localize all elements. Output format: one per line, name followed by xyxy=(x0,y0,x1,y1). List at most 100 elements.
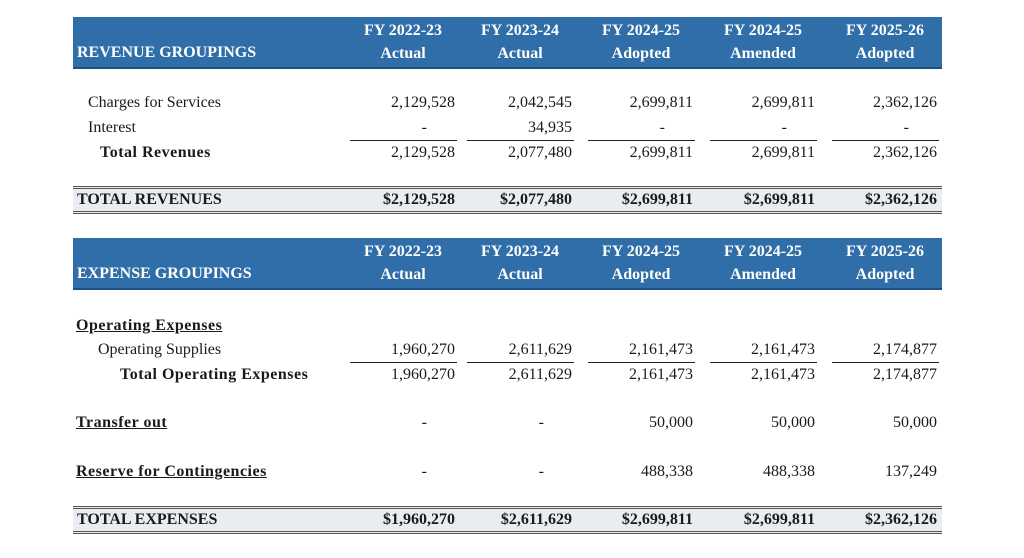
cell-value: 2,161,473 xyxy=(751,366,815,383)
cell-value: 2,161,473 xyxy=(751,341,815,358)
expense-grand-total: TOTAL EXPENSES $1,960,270 $2,611,629 $2,699… xyxy=(73,506,942,534)
cell-value: - xyxy=(538,463,544,480)
column-type: Adopted xyxy=(855,45,915,62)
cell-value: 34,935 xyxy=(528,119,572,136)
cell-value: - xyxy=(421,414,427,431)
column-type: Adopted xyxy=(855,266,915,283)
table-row: Transfer out - - 50,000 50,000 50,000 xyxy=(73,412,942,434)
grand-total-value: $1,960,270 xyxy=(383,511,455,528)
cell-value: - xyxy=(781,119,787,136)
total-underline xyxy=(710,362,817,363)
cell-value: - xyxy=(421,119,427,136)
column-year: FY 2022-23 xyxy=(363,243,443,260)
column-year: FY 2024-25 xyxy=(723,22,803,39)
column-year: FY 2024-25 xyxy=(723,243,803,260)
revenue-header: REVENUE GROUPINGS FY 2022-23 Actual FY 2023… xyxy=(73,17,942,69)
total-underline xyxy=(588,362,695,363)
column-type: Actual xyxy=(380,45,426,62)
table-row: Operating Expenses xyxy=(73,315,942,337)
cell-value: 2,699,811 xyxy=(629,144,693,161)
table-row: Total Revenues 2,129,528 2,077,480 2,699,81… xyxy=(73,142,942,164)
revenue-title: REVENUE GROUPINGS xyxy=(77,44,257,61)
cell-value: 2,174,877 xyxy=(873,366,937,383)
cell-value: 50,000 xyxy=(893,414,937,431)
cell-value: 2,161,473 xyxy=(629,341,693,358)
cell-value: 488,338 xyxy=(763,463,815,480)
cell-value: - xyxy=(538,414,544,431)
grand-total-value: $2,699,811 xyxy=(621,191,693,208)
column-header: FY 2022-23 Actual xyxy=(343,240,463,286)
total-underline xyxy=(710,140,817,141)
cell-value: 2,161,473 xyxy=(629,366,693,383)
total-underline xyxy=(588,140,695,141)
grand-total-value: $2,129,528 xyxy=(383,191,455,208)
column-header: FY 2023-24 Actual xyxy=(460,240,580,286)
cell-value: 50,000 xyxy=(771,414,815,431)
table-row: Total Operating Expenses 1,960,270 2,611,6… xyxy=(73,364,942,386)
row-label: Transfer out xyxy=(76,414,168,431)
row-label: Total Revenues xyxy=(100,144,211,161)
column-year: FY 2022-23 xyxy=(363,22,443,39)
table-row: Reserve for Contingencies - - 488,338 488,33… xyxy=(73,461,942,483)
grand-total-value: $2,362,126 xyxy=(865,511,937,528)
cell-value: 2,611,629 xyxy=(508,366,572,383)
row-label: Operating Supplies xyxy=(98,341,222,358)
column-type: Actual xyxy=(380,266,426,283)
column-header: FY 2024-25 Adopted xyxy=(581,19,701,65)
cell-value: - xyxy=(903,119,909,136)
column-type: Amended xyxy=(730,266,796,283)
column-year: FY 2023-24 xyxy=(480,243,560,260)
total-underline xyxy=(467,140,574,141)
cell-value: 2,699,811 xyxy=(629,94,693,111)
column-year: FY 2024-25 xyxy=(601,243,681,260)
cell-value: 137,249 xyxy=(885,463,937,480)
cell-value: 2,699,811 xyxy=(751,144,815,161)
cell-value: 2,129,528 xyxy=(391,94,455,111)
row-label: Total Operating Expenses xyxy=(120,366,309,383)
column-header: FY 2023-24 Actual xyxy=(460,19,580,65)
cell-value: - xyxy=(659,119,665,136)
column-type: Actual xyxy=(497,266,543,283)
column-year: FY 2025-26 xyxy=(845,243,925,260)
table-row: Operating Supplies 1,960,270 2,611,629 2,16… xyxy=(73,339,942,361)
expense-header: EXPENSE GROUPINGS FY 2022-23 Actual FY 2023… xyxy=(73,238,942,290)
grand-total-value: $2,699,811 xyxy=(621,511,693,528)
grand-total-label: TOTAL REVENUES xyxy=(77,191,222,208)
cell-value: 2,077,480 xyxy=(508,144,572,161)
cell-value: 2,129,528 xyxy=(391,144,455,161)
row-label: Reserve for Contingencies xyxy=(76,463,267,480)
revenue-grand-total: TOTAL REVENUES $2,129,528 $2,077,480 $2,699… xyxy=(73,186,942,214)
column-header: FY 2024-25 Adopted xyxy=(581,240,701,286)
column-type: Actual xyxy=(497,45,543,62)
cell-value: 2,362,126 xyxy=(873,144,937,161)
grand-total-value: $2,362,126 xyxy=(865,191,937,208)
grand-total-value: $2,611,629 xyxy=(500,511,572,528)
cell-value: 1,960,270 xyxy=(391,341,455,358)
expense-title: EXPENSE GROUPINGS xyxy=(77,265,252,282)
cell-value: 2,611,629 xyxy=(508,341,572,358)
column-header: FY 2024-25 Amended xyxy=(703,240,823,286)
column-year: FY 2024-25 xyxy=(601,22,681,39)
table-row: Charges for Services 2,129,528 2,042,545 2,… xyxy=(73,92,942,114)
grand-total-value: $2,699,811 xyxy=(743,511,815,528)
grand-total-value: $2,699,811 xyxy=(743,191,815,208)
cell-value: 488,338 xyxy=(641,463,693,480)
total-underline xyxy=(350,362,457,363)
column-header: FY 2025-26 Adopted xyxy=(825,19,945,65)
column-year: FY 2025-26 xyxy=(845,22,925,39)
row-label: Interest xyxy=(88,119,136,136)
grand-total-label: TOTAL EXPENSES xyxy=(77,511,218,528)
cell-value: 1,960,270 xyxy=(391,366,455,383)
column-header: FY 2025-26 Adopted xyxy=(825,240,945,286)
cell-value: 2,042,545 xyxy=(508,94,572,111)
cell-value: - xyxy=(421,463,427,480)
column-header: FY 2024-25 Amended xyxy=(703,19,823,65)
column-type: Adopted xyxy=(611,266,671,283)
column-type: Amended xyxy=(730,45,796,62)
total-underline xyxy=(350,140,457,141)
column-type: Adopted xyxy=(611,45,671,62)
table-row: Interest - 34,935 - - - xyxy=(73,117,942,139)
cell-value: 2,699,811 xyxy=(751,94,815,111)
row-label: Charges for Services xyxy=(88,94,221,111)
row-label: Operating Expenses xyxy=(76,317,223,334)
